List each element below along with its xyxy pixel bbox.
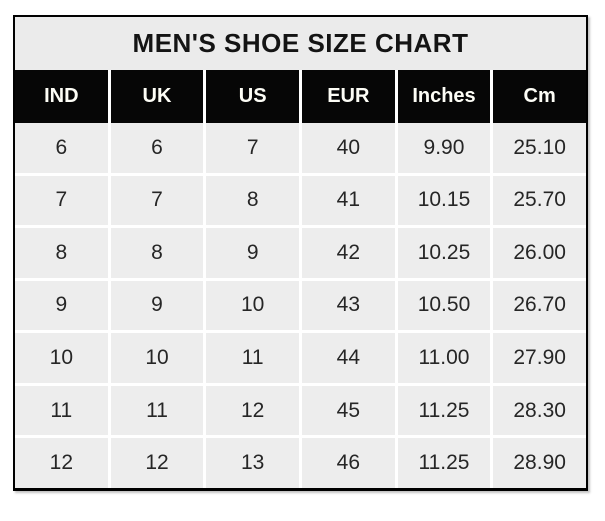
table-cell: 12 bbox=[15, 438, 108, 488]
table-cell: 25.70 bbox=[493, 175, 586, 226]
column-header-ind: IND bbox=[15, 70, 108, 123]
table-cell: 27.90 bbox=[493, 333, 586, 383]
table-cell: 10.25 bbox=[397, 228, 491, 278]
table-cell: 43 bbox=[301, 280, 395, 331]
table-cell: 44 bbox=[301, 333, 395, 383]
table-cell: 7 bbox=[110, 175, 204, 226]
column-header-us: US bbox=[206, 70, 299, 123]
column-header-inches: Inches bbox=[397, 70, 491, 123]
table-cell: 11 bbox=[206, 333, 299, 383]
table-cell: 26.00 bbox=[493, 228, 586, 278]
table-cell: 11.00 bbox=[397, 333, 491, 383]
table-cell: 12 bbox=[206, 385, 299, 436]
table-cell: 26.70 bbox=[493, 280, 586, 331]
table-cell: 9 bbox=[206, 228, 299, 278]
table-cell: 9 bbox=[110, 280, 204, 331]
table-cell: 9 bbox=[15, 280, 108, 331]
column-header-eur: EUR bbox=[301, 70, 395, 123]
table-cell: 8 bbox=[110, 228, 204, 278]
table-cell: 10.50 bbox=[397, 280, 491, 331]
table-cell: 10 bbox=[110, 333, 204, 383]
table-cell: 28.90 bbox=[493, 438, 586, 488]
table-cell: 9.90 bbox=[397, 123, 491, 173]
table-body: 6 6 7 40 9.90 25.10 7 7 8 41 10.15 25.70… bbox=[15, 123, 586, 488]
table-cell: 42 bbox=[301, 228, 395, 278]
table-cell: 7 bbox=[206, 123, 299, 173]
table-cell: 10 bbox=[15, 333, 108, 383]
table-cell: 45 bbox=[301, 385, 395, 436]
table-cell: 8 bbox=[15, 228, 108, 278]
table-cell: 8 bbox=[206, 175, 299, 226]
table-cell: 41 bbox=[301, 175, 395, 226]
table-cell: 46 bbox=[301, 438, 395, 488]
table-cell: 11.25 bbox=[397, 438, 491, 488]
table-cell: 10 bbox=[206, 280, 299, 331]
table-cell: 11.25 bbox=[397, 385, 491, 436]
table-cell: 25.10 bbox=[493, 123, 586, 173]
column-header-uk: UK bbox=[110, 70, 204, 123]
table-cell: 6 bbox=[110, 123, 204, 173]
table-cell: 13 bbox=[206, 438, 299, 488]
table-cell: 11 bbox=[15, 385, 108, 436]
shoe-size-chart: MEN'S SHOE SIZE CHART IND UK US EUR Inch… bbox=[13, 15, 588, 491]
table-cell: 28.30 bbox=[493, 385, 586, 436]
table-cell: 12 bbox=[110, 438, 204, 488]
column-header-cm: Cm bbox=[493, 70, 586, 123]
table-cell: 7 bbox=[15, 175, 108, 226]
table-cell: 40 bbox=[301, 123, 395, 173]
chart-title: MEN'S SHOE SIZE CHART bbox=[15, 17, 586, 70]
table-cell: 10.15 bbox=[397, 175, 491, 226]
table-cell: 11 bbox=[110, 385, 204, 436]
table-cell: 6 bbox=[15, 123, 108, 173]
table-header-row: IND UK US EUR Inches Cm bbox=[15, 70, 586, 123]
